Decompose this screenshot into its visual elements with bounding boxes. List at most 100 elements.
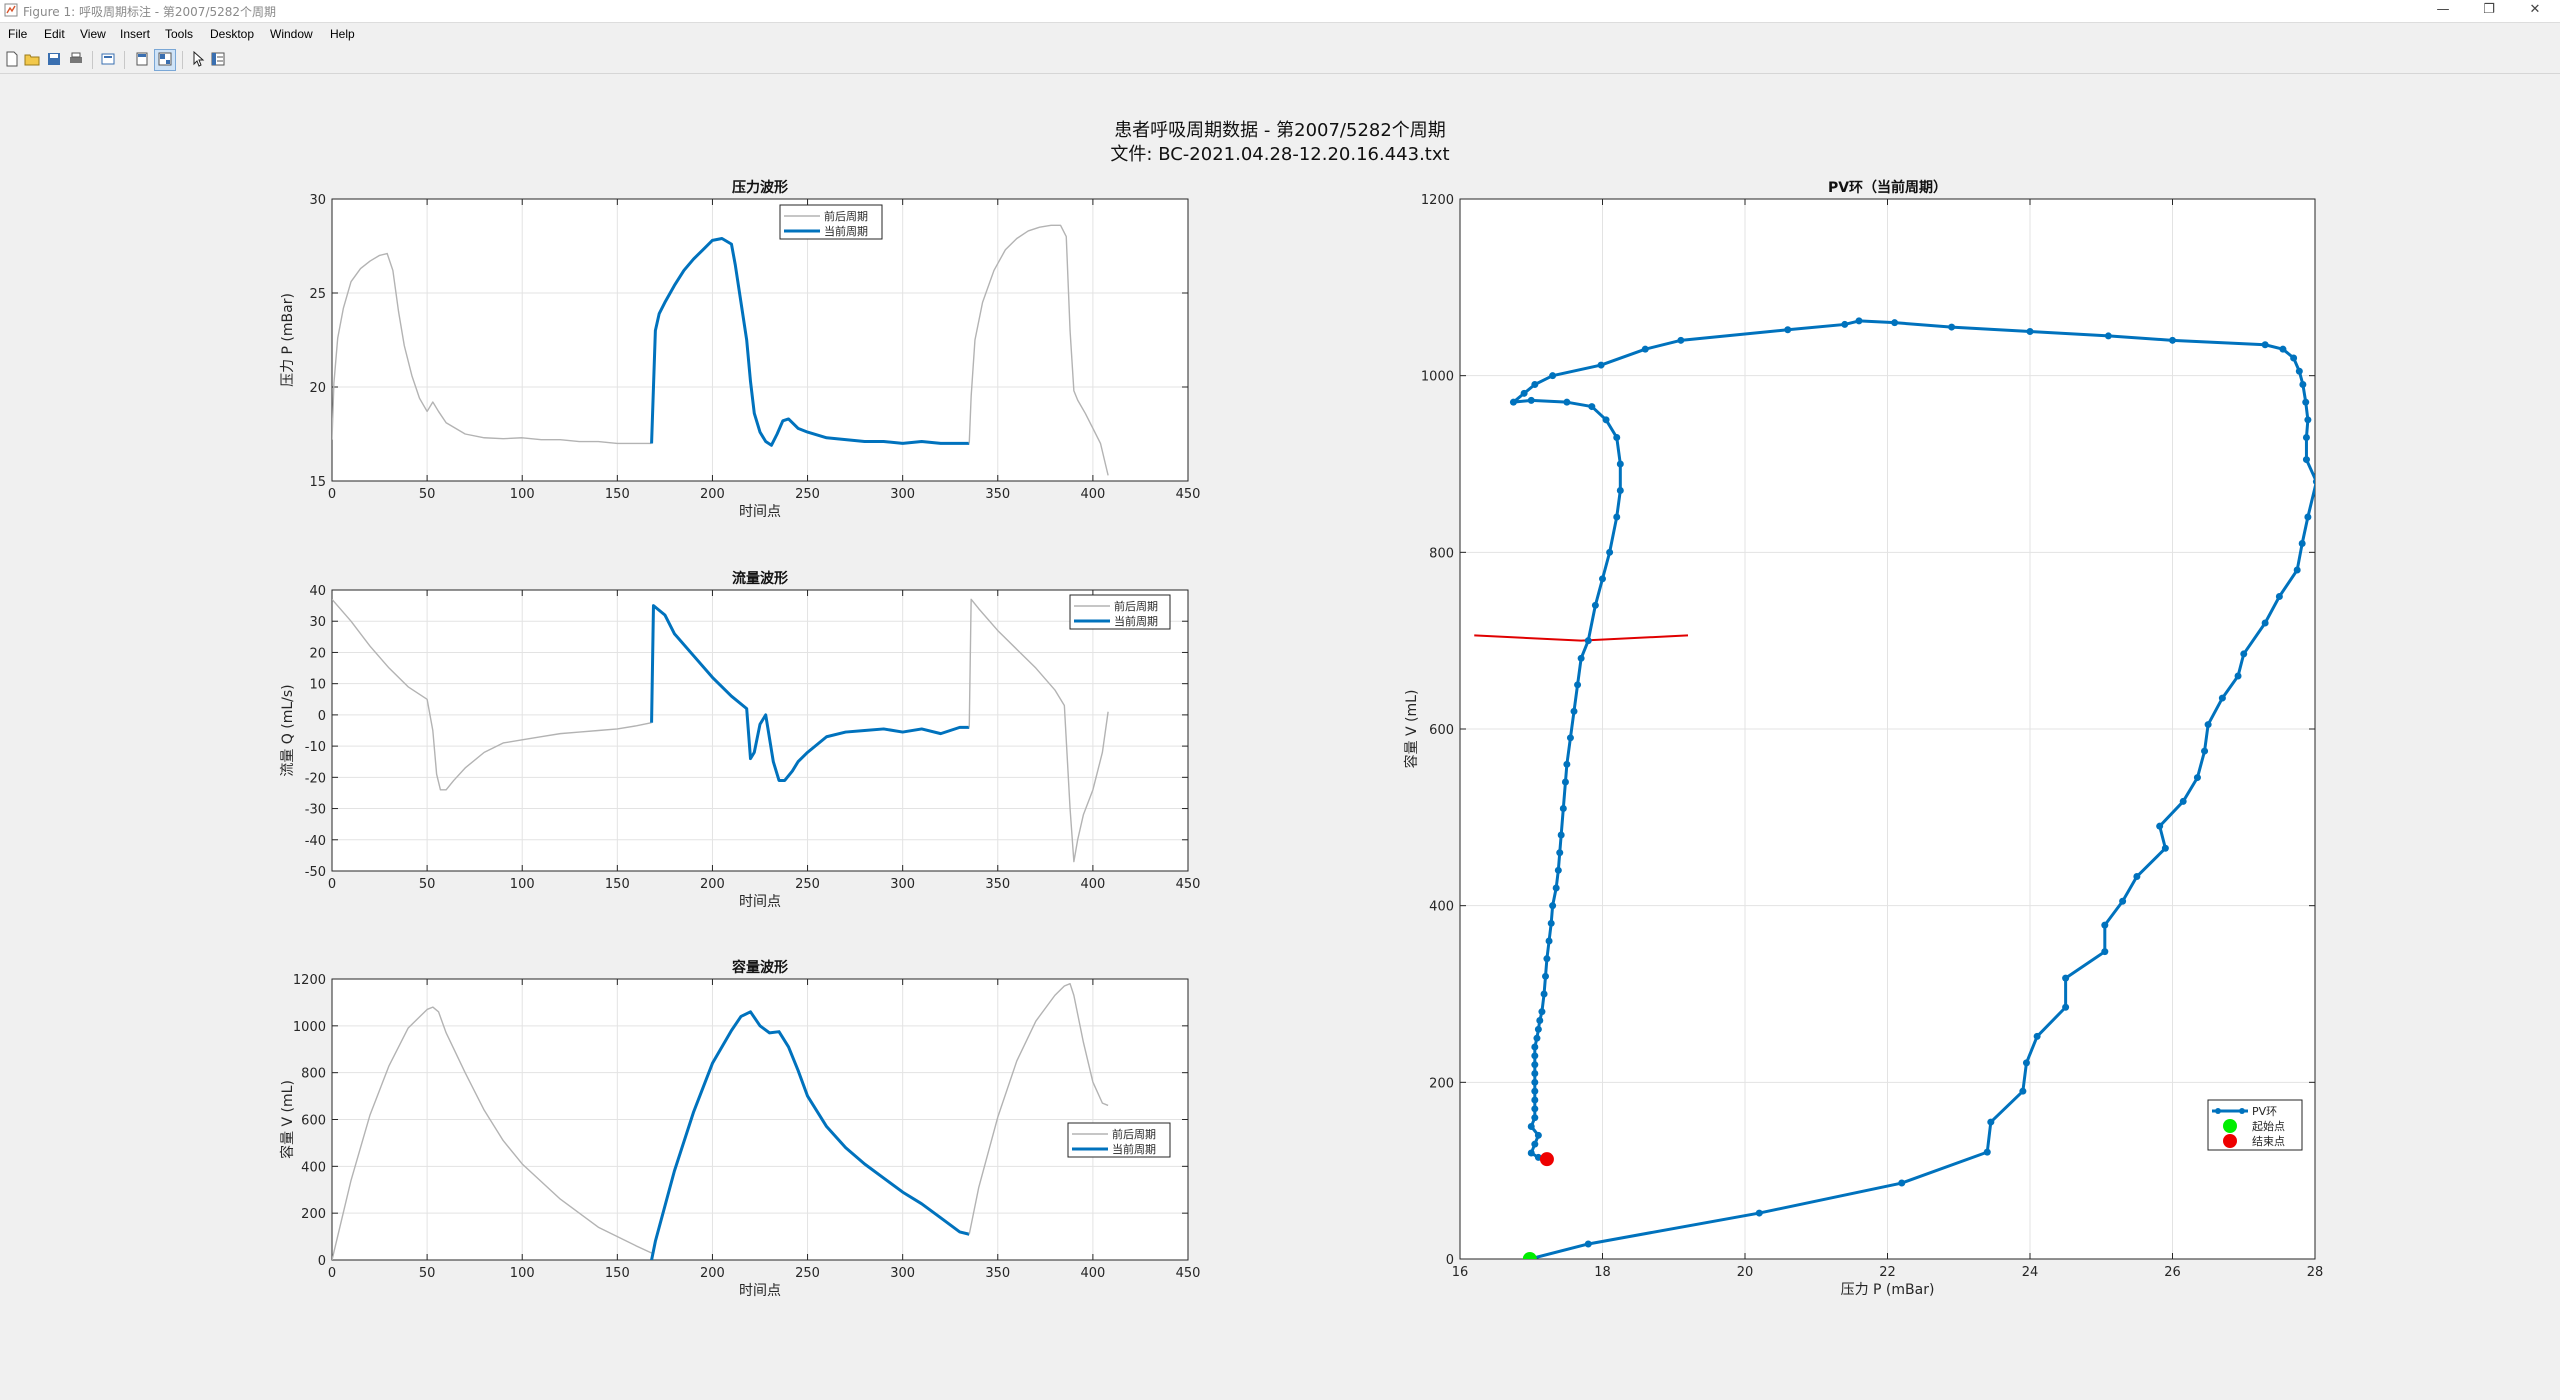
pv-point[interactable] (1613, 434, 1621, 441)
pv-point[interactable] (1540, 990, 1548, 998)
close-button[interactable]: ✕ (2529, 2, 2541, 17)
pv-point[interactable] (1542, 972, 1549, 980)
pv-point[interactable] (1584, 1240, 1592, 1248)
pv-point[interactable] (2156, 822, 2164, 830)
pv-point[interactable] (2261, 341, 2269, 349)
series-line-neighbor[interactable] (332, 1006, 652, 1260)
pv-point[interactable] (1533, 1034, 1541, 1042)
print-preview-icon[interactable] (100, 51, 116, 67)
plot-area[interactable] (332, 199, 1188, 481)
pv-point[interactable] (1891, 319, 1899, 327)
pv-point[interactable] (2161, 844, 2169, 852)
pv-point[interactable] (1531, 381, 1539, 388)
pv-point[interactable] (1755, 1209, 1763, 1217)
pv-point[interactable] (1538, 1008, 1546, 1016)
pv-point[interactable] (2304, 416, 2312, 424)
pv-point[interactable] (2062, 1003, 2070, 1011)
pv-point[interactable] (2298, 540, 2306, 547)
pv-point[interactable] (1531, 1087, 1539, 1095)
pv-point[interactable] (1641, 345, 1649, 353)
pv-point[interactable] (1616, 487, 1624, 494)
pv-point[interactable] (1841, 320, 1849, 328)
menu-insert[interactable]: Insert (120, 27, 151, 41)
pointer-icon[interactable] (190, 51, 206, 67)
pv-point[interactable] (2022, 1059, 2030, 1067)
pv-point[interactable] (1531, 1078, 1539, 1086)
pv-point[interactable] (1534, 1025, 1542, 1033)
pv-point[interactable] (2204, 721, 2212, 729)
pv-point[interactable] (1584, 637, 1592, 645)
pv-point[interactable] (1613, 513, 1621, 521)
menu-help[interactable]: Help (330, 27, 355, 41)
hide-toolbar-icon[interactable] (134, 51, 150, 67)
pv-point[interactable] (1547, 919, 1555, 927)
pv-point[interactable] (2104, 332, 2112, 340)
pv-point[interactable] (2062, 974, 2070, 982)
pv-point[interactable] (1527, 1123, 1535, 1130)
pv-point[interactable] (1531, 1105, 1539, 1113)
pv-point[interactable] (1557, 831, 1565, 839)
pv-point[interactable] (1549, 372, 1557, 380)
minimize-button[interactable]: — (2436, 2, 2450, 17)
pv-point[interactable] (2295, 367, 2303, 375)
series-line-neighbor[interactable] (968, 598, 1109, 863)
pv-point[interactable] (1543, 955, 1551, 963)
pv-point[interactable] (1527, 396, 1535, 404)
pv-point[interactable] (2033, 1032, 2041, 1040)
pv-point[interactable] (2234, 672, 2242, 680)
pv-point[interactable] (2302, 456, 2310, 464)
property-editor-icon[interactable] (210, 51, 226, 67)
pv-point[interactable] (1549, 902, 1557, 910)
pv-point[interactable] (1545, 937, 1553, 945)
pv-point[interactable] (1554, 866, 1562, 874)
pv-point[interactable] (2169, 336, 2176, 344)
pv-point[interactable] (1591, 601, 1599, 609)
print-icon[interactable] (68, 51, 84, 67)
menu-desktop[interactable]: Desktop (210, 27, 255, 41)
pv-point[interactable] (1577, 654, 1585, 662)
pv-point[interactable] (1520, 389, 1528, 397)
pv-point[interactable] (2302, 434, 2310, 441)
pv-point[interactable] (2201, 747, 2209, 755)
pv-point[interactable] (1599, 575, 1606, 583)
pv-point[interactable] (1531, 1140, 1539, 1148)
dock-icon[interactable] (157, 51, 173, 67)
pv-point[interactable] (1531, 1096, 1539, 1104)
pv-point[interactable] (2275, 593, 2283, 600)
series-line-neighbor[interactable] (332, 252, 652, 445)
save-icon[interactable] (46, 51, 62, 67)
menu-window[interactable]: Window (270, 27, 313, 41)
pv-point[interactable] (1983, 1148, 1991, 1156)
pv-point[interactable] (2261, 619, 2269, 627)
menu-file[interactable]: File (8, 27, 28, 41)
pv-point[interactable] (2304, 513, 2312, 521)
pv-point[interactable] (1898, 1179, 1906, 1187)
pv-point[interactable] (2279, 345, 2287, 353)
pv-point[interactable] (1531, 1070, 1539, 1077)
series-line-neighbor[interactable] (968, 224, 1109, 476)
end-point[interactable] (1539, 1152, 1554, 1167)
pv-point[interactable] (1987, 1118, 1995, 1126)
pv-point[interactable] (2293, 566, 2301, 574)
pv-point[interactable] (2119, 897, 2127, 905)
pv-point[interactable] (1563, 398, 1571, 406)
pv-point[interactable] (2133, 873, 2141, 881)
pv-point[interactable] (1606, 548, 1614, 556)
pv-point[interactable] (1570, 707, 1578, 715)
series-line-current[interactable] (650, 604, 970, 782)
pv-point[interactable] (1556, 849, 1564, 857)
pv-point[interactable] (1574, 681, 1582, 689)
pv-point[interactable] (2026, 328, 2034, 335)
pv-point[interactable] (1552, 884, 1560, 892)
series-line-neighbor[interactable] (332, 598, 652, 791)
pv-point[interactable] (1559, 805, 1567, 812)
open-file-icon[interactable] (24, 51, 40, 67)
pv-point[interactable] (1561, 778, 1569, 786)
pv-point[interactable] (2302, 398, 2310, 406)
pv-point[interactable] (1563, 760, 1571, 768)
pv-point[interactable] (1536, 1017, 1544, 1024)
series-line-current[interactable] (650, 1010, 970, 1260)
pv-point[interactable] (1531, 1043, 1539, 1051)
pv-point[interactable] (2179, 797, 2187, 805)
pv-point[interactable] (1509, 398, 1517, 406)
